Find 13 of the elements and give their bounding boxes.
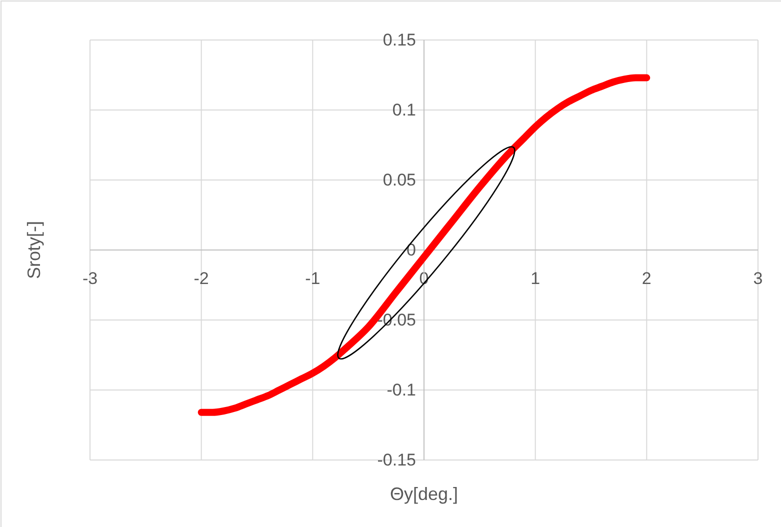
- x-tick-label: -1: [305, 269, 320, 288]
- x-tick-label: 1: [530, 269, 540, 288]
- y-axis-title: Sroty[-]: [24, 220, 44, 280]
- x-tick-label: 2: [642, 269, 652, 288]
- y-tick-label: 0.05: [382, 170, 416, 190]
- x-axis-title: Θy[deg.]: [390, 484, 458, 504]
- y-tick-label: -0.15: [377, 450, 416, 470]
- y-tick-label: 0.1: [392, 100, 416, 120]
- x-tick-label: -2: [194, 269, 209, 288]
- y-tick-label: -0.1: [386, 380, 416, 400]
- x-tick-label: 3: [753, 269, 763, 288]
- x-tick-label: -3: [82, 269, 98, 288]
- y-tick-label: 0.15: [382, 30, 416, 50]
